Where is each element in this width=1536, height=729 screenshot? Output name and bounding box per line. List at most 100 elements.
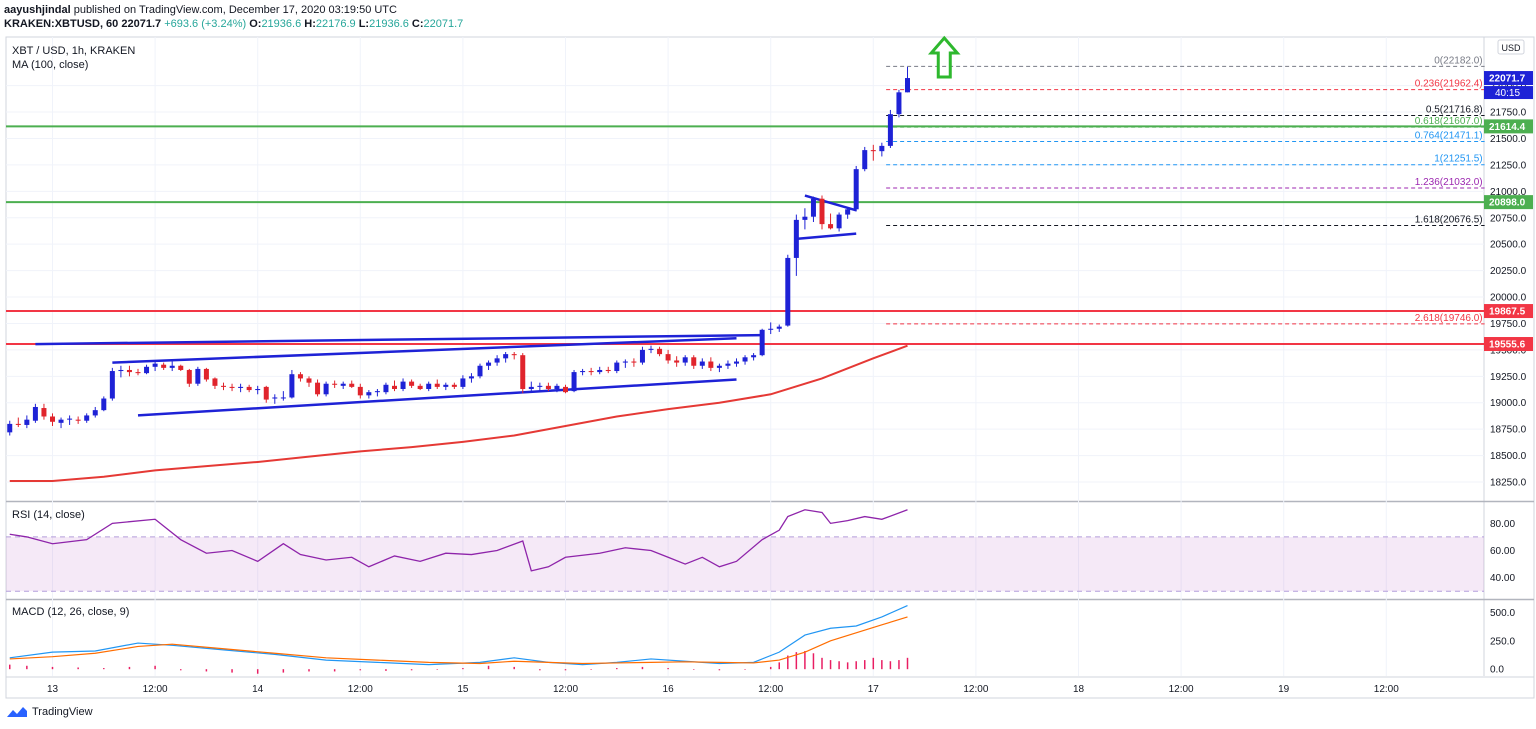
x-tick-label: 12:00	[758, 684, 783, 695]
candle-body	[443, 384, 449, 387]
candle-body	[7, 423, 13, 433]
currency-badge	[1497, 39, 1525, 55]
trendline	[35, 333, 763, 346]
x-tick-label: 12:00	[348, 684, 373, 695]
rsi-band-fill	[6, 536, 1484, 592]
fib-level-label: 1.618(20676.5)	[1415, 215, 1483, 226]
macd-tick-label: 250.0	[1490, 636, 1515, 647]
y-tick-label: 20500.0	[1490, 240, 1527, 251]
candle-body	[263, 386, 269, 400]
candle-body	[699, 361, 705, 366]
candle-body	[665, 354, 671, 361]
candle-body	[152, 363, 158, 367]
fib-level-label: 2.618(19746.0)	[1415, 313, 1483, 324]
candle-body	[366, 392, 372, 396]
publisher-name[interactable]: aayushjindal	[4, 4, 71, 16]
y-tick-label: 19750.0	[1490, 319, 1527, 330]
candle-body	[434, 383, 440, 387]
candle-body	[340, 383, 346, 386]
candle-body	[657, 348, 663, 355]
candle-body	[793, 219, 799, 258]
candle-body	[118, 369, 124, 372]
x-tick-label: 12:00	[143, 684, 168, 695]
candle-body	[84, 415, 90, 421]
level-price-tag	[1484, 337, 1533, 352]
fib-level-label: 1(21251.5)	[1434, 154, 1482, 165]
candle-body	[144, 366, 150, 374]
candle-body	[682, 357, 688, 363]
x-tick-label: 12:00	[553, 684, 578, 695]
candle-body	[451, 384, 457, 387]
ohlc-line: KRAKEN:XBTUSD, 60 22071.7 +693.6 (+3.24%…	[4, 18, 464, 30]
y-tick-label: 19250.0	[1490, 372, 1527, 383]
level-price-tag	[1484, 119, 1533, 134]
candle-body	[896, 92, 902, 115]
candle-body	[785, 257, 791, 326]
high-value: 22176.9	[315, 18, 356, 30]
candle-body	[554, 385, 560, 390]
fib-level-label: 0.236(21962.4)	[1415, 79, 1483, 90]
candle-body	[297, 374, 303, 379]
up-arrow-icon	[927, 35, 961, 79]
x-tick-label: 12:00	[1374, 684, 1399, 695]
candle-body	[374, 391, 380, 393]
candle-body	[614, 362, 620, 372]
last-price: 22071.7	[121, 18, 162, 30]
candle-body	[332, 383, 338, 385]
candle-body	[289, 374, 295, 398]
candle-body	[109, 371, 115, 399]
trendline	[137, 378, 737, 417]
chart-frame	[5, 36, 1535, 699]
price-change: +693.6 (+3.24%)	[164, 18, 247, 30]
candle-body	[323, 383, 329, 395]
y-tick-label: 21000.0	[1490, 187, 1527, 198]
x-tick-label: 18	[1073, 684, 1085, 695]
rsi-tick-label: 60.00	[1490, 546, 1515, 557]
candle-body	[887, 114, 893, 146]
x-tick-label: 15	[457, 684, 469, 695]
candle-body	[135, 372, 141, 374]
candle-body	[383, 384, 389, 393]
candle-body	[272, 397, 278, 399]
candle-body	[588, 371, 594, 373]
y-tick-label: 21500.0	[1490, 134, 1527, 145]
candle-body	[41, 408, 47, 417]
candle-body	[828, 224, 834, 229]
candle-body	[734, 361, 739, 364]
y-tick-label: 20000.0	[1490, 293, 1527, 304]
candle-body	[503, 354, 509, 359]
close-value: 22071.7	[423, 18, 464, 30]
candle-body	[631, 361, 637, 363]
x-tick-label: 14	[252, 684, 264, 695]
candle-body	[67, 418, 73, 420]
candle-body	[905, 78, 910, 93]
candle-body	[468, 376, 474, 379]
x-tick-label: 16	[663, 684, 675, 695]
candle-body	[486, 362, 492, 366]
candle-body	[178, 365, 184, 370]
candle-body	[768, 328, 774, 330]
candle-body	[759, 329, 765, 356]
signal-line	[9, 616, 908, 665]
candle-body	[349, 383, 355, 387]
y-tick-label: 20250.0	[1490, 266, 1527, 277]
y-tick-label: 18750.0	[1490, 425, 1527, 436]
candle-body	[648, 348, 654, 350]
candle-body	[742, 357, 748, 362]
trendline	[796, 232, 857, 241]
candle-body	[357, 386, 363, 396]
footer-brand[interactable]: TradingView	[32, 706, 93, 718]
y-tick-label: 20750.0	[1490, 213, 1527, 224]
macd-tick-label: 0.0	[1490, 665, 1504, 676]
publish-info: aayushjindal published on TradingView.co…	[4, 4, 397, 16]
candle-body	[92, 410, 98, 416]
candle-body	[879, 145, 885, 152]
candle-body	[426, 383, 432, 390]
candle-body	[50, 416, 55, 422]
x-tick-label: 17	[868, 684, 880, 695]
candle-body	[195, 368, 201, 384]
macd-label: MACD (12, 26, close, 9)	[12, 606, 129, 618]
candle-body	[836, 214, 842, 229]
candle-body	[819, 198, 825, 225]
